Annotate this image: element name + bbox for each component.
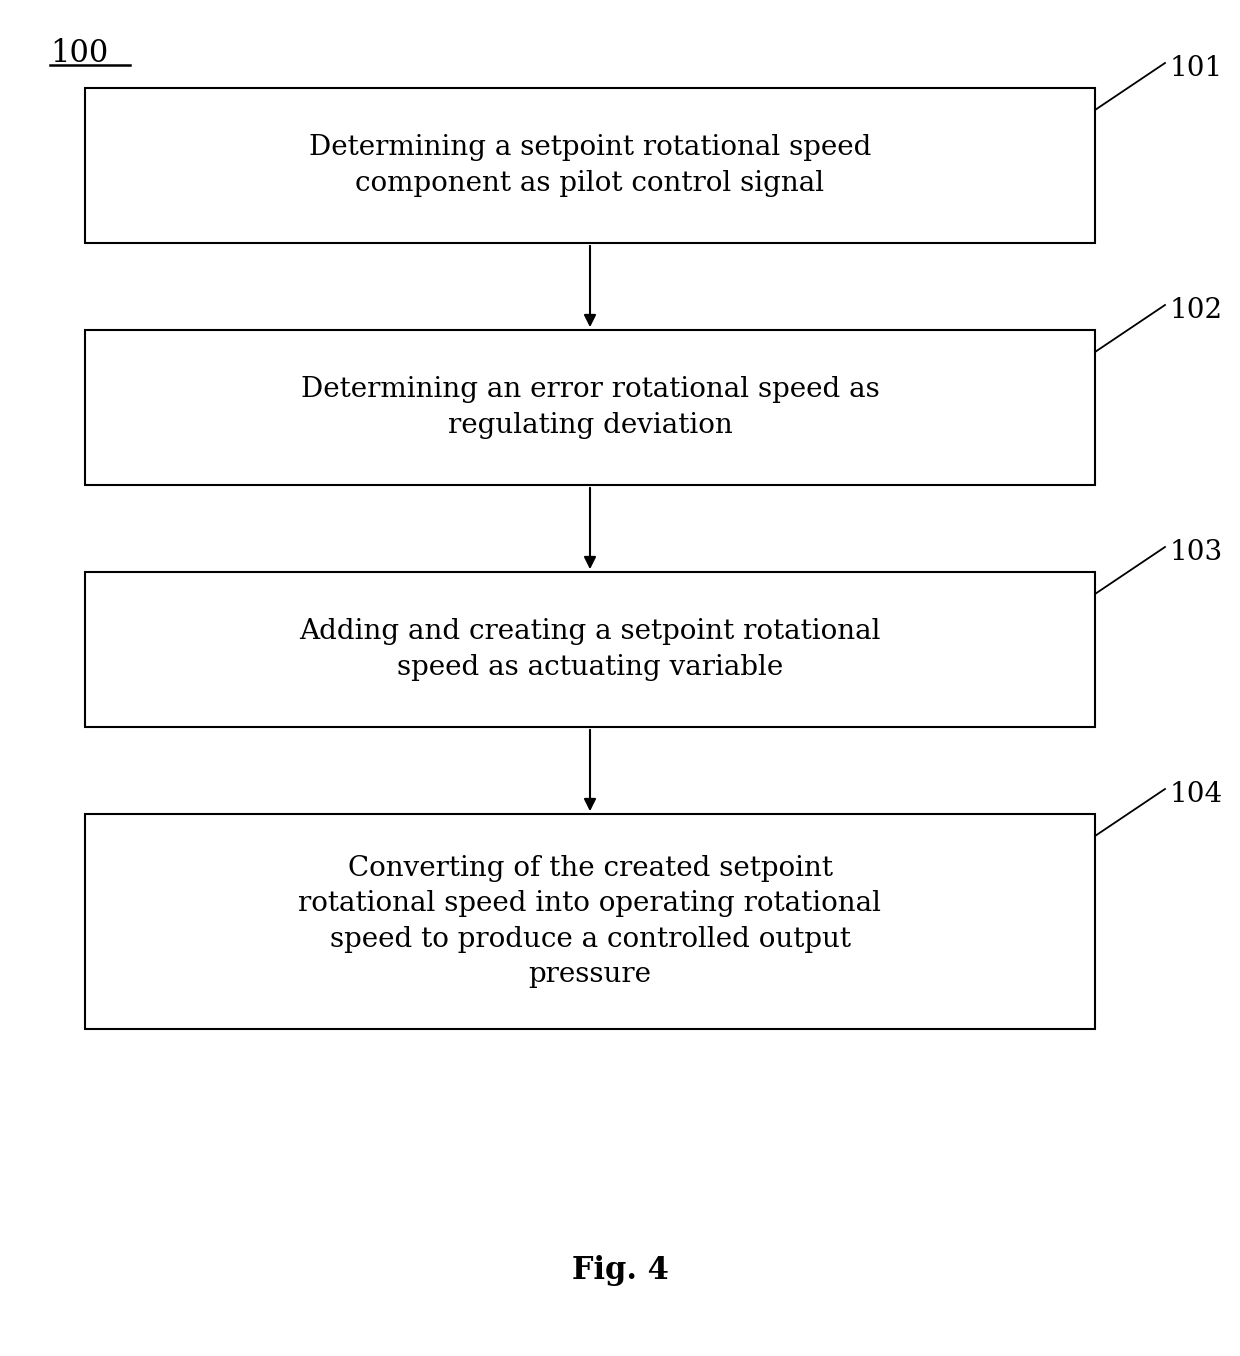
Text: Converting of the created setpoint
rotational speed into operating rotational
sp: Converting of the created setpoint rotat… — [299, 854, 882, 989]
Text: 102: 102 — [1171, 297, 1223, 324]
Text: 100: 100 — [50, 38, 108, 69]
Text: Adding and creating a setpoint rotational
speed as actuating variable: Adding and creating a setpoint rotationa… — [299, 618, 880, 681]
Bar — [86, 88, 1095, 243]
Text: 104: 104 — [1171, 781, 1223, 808]
Text: 103: 103 — [1171, 538, 1223, 565]
Text: Fig. 4: Fig. 4 — [572, 1254, 668, 1285]
Text: 101: 101 — [1171, 56, 1223, 81]
Bar — [86, 572, 1095, 727]
Text: Determining an error rotational speed as
regulating deviation: Determining an error rotational speed as… — [300, 377, 879, 439]
Bar — [86, 330, 1095, 485]
Bar — [86, 814, 1095, 1029]
Text: Determining a setpoint rotational speed
component as pilot control signal: Determining a setpoint rotational speed … — [309, 134, 872, 197]
